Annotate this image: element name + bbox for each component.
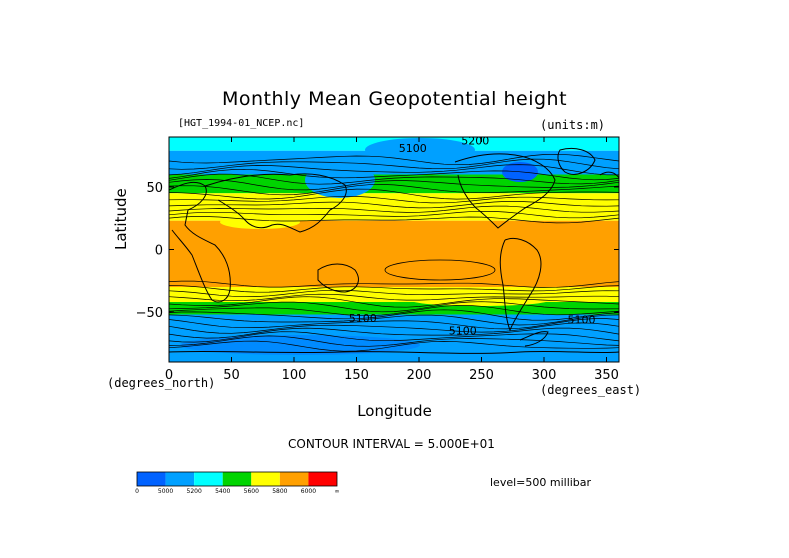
contour-line [169, 285, 619, 293]
contour-lines [169, 153, 619, 352]
coast-europe-africa [169, 181, 231, 303]
antarctic-core-blob [180, 335, 420, 355]
contour-line [169, 158, 619, 170]
colorbar-swatch [308, 472, 337, 486]
chart-title: Monthly Mean Geopotential height [221, 88, 568, 110]
contour-line [169, 293, 619, 302]
x-tick-label: 250 [469, 368, 494, 383]
contour-interval-label: CONTOUR INTERVAL = 5.000E+01 [288, 437, 495, 451]
colorbar-swatch [194, 472, 223, 486]
x-axis-title: Longitude [0, 402, 789, 420]
contour-line [169, 331, 619, 343]
contour-label: 5100 [349, 312, 377, 325]
colorbar-swatch [251, 472, 280, 486]
colorbar: 0 5000 5200 5400 5600 5800 6000 ∞ [135, 471, 340, 495]
contour-label: 5100 [568, 313, 596, 326]
contour-line [169, 314, 619, 326]
x-tick-label: 200 [407, 368, 432, 383]
coast-asia [204, 173, 347, 233]
x-tick-label: 350 [594, 368, 619, 383]
contour-label: 5100 [449, 325, 477, 338]
coast-greenland [557, 147, 596, 175]
tropical-orange-blob [384, 259, 496, 281]
x-tick-label: 150 [344, 368, 369, 383]
colorbar-label: 0 [135, 488, 139, 495]
x-axis-units: (degrees_east) [540, 383, 642, 397]
y-axis-units: (degrees_north) [107, 376, 216, 390]
x-tick-label: 0 [165, 368, 173, 383]
contour-line [169, 173, 619, 185]
contour-line [169, 210, 619, 219]
colorbar-label: 5600 [244, 488, 259, 495]
level-label: level=500 millibar [490, 476, 592, 489]
contour-line [169, 153, 619, 166]
colorbar-swatch [165, 472, 195, 486]
contour-line [169, 318, 619, 330]
axis-ticks: 0 50 100 150 200 250 300 350 50 0 −50 [136, 137, 619, 383]
colorbar-label: 5000 [158, 488, 173, 495]
x-tick-label: 100 [282, 368, 307, 383]
contour-label: 5200 [461, 135, 489, 148]
contour-line [169, 305, 619, 317]
contour-line [169, 340, 619, 352]
contour-line [169, 296, 619, 308]
contour-line [169, 184, 619, 196]
colorbar-label: ∞ [335, 488, 340, 495]
colorbar-label: 5400 [215, 488, 230, 495]
coast-antarctica [169, 350, 619, 354]
colorbar-swatch [222, 472, 252, 486]
north-trough-blob [305, 162, 375, 198]
contour-line [169, 280, 619, 288]
colorbar-swatch [137, 472, 166, 486]
contour-line [169, 195, 619, 204]
contour-line [169, 188, 619, 200]
contour-line [169, 327, 619, 339]
contour-line [169, 179, 619, 191]
coast-australia [317, 263, 359, 293]
x-axis-title-text: Longitude [357, 402, 432, 420]
coast-antarctic-peninsula [519, 331, 549, 347]
contour-line [169, 168, 619, 181]
coastlines [169, 147, 619, 354]
colorbar-frame [136, 471, 338, 487]
x-tick-label: 300 [532, 368, 557, 383]
contour-line [169, 309, 619, 321]
polar-low-blob [365, 138, 475, 162]
colorbar-label: 6000 [301, 488, 316, 495]
contour-labels: 5200 5100 5100 5100 5100 [349, 135, 596, 338]
colorbar-swatch [279, 472, 309, 486]
contour-label: 5100 [399, 142, 427, 155]
coast-europe-right [599, 171, 619, 179]
dataset-label: [HGT_1994-01_NCEP.nc] [178, 118, 305, 129]
contour-line [169, 335, 619, 347]
contour-line [169, 289, 619, 298]
coast-north-america [454, 153, 556, 229]
y-tick-label: −50 [136, 306, 163, 321]
contour-line [169, 205, 619, 213]
contour-line [169, 301, 619, 313]
colorbar-label: 5800 [272, 488, 287, 495]
contour-line [169, 322, 619, 334]
x-tick-label: 50 [223, 368, 240, 383]
units-label: (units:m) [540, 118, 606, 132]
y-tick-label: 50 [146, 181, 163, 196]
colorbar-label: 5200 [187, 488, 202, 495]
y-tick-label: 0 [155, 244, 163, 259]
contour-band [169, 220, 619, 287]
contour-line [169, 201, 619, 209]
coast-south-america [499, 237, 542, 332]
